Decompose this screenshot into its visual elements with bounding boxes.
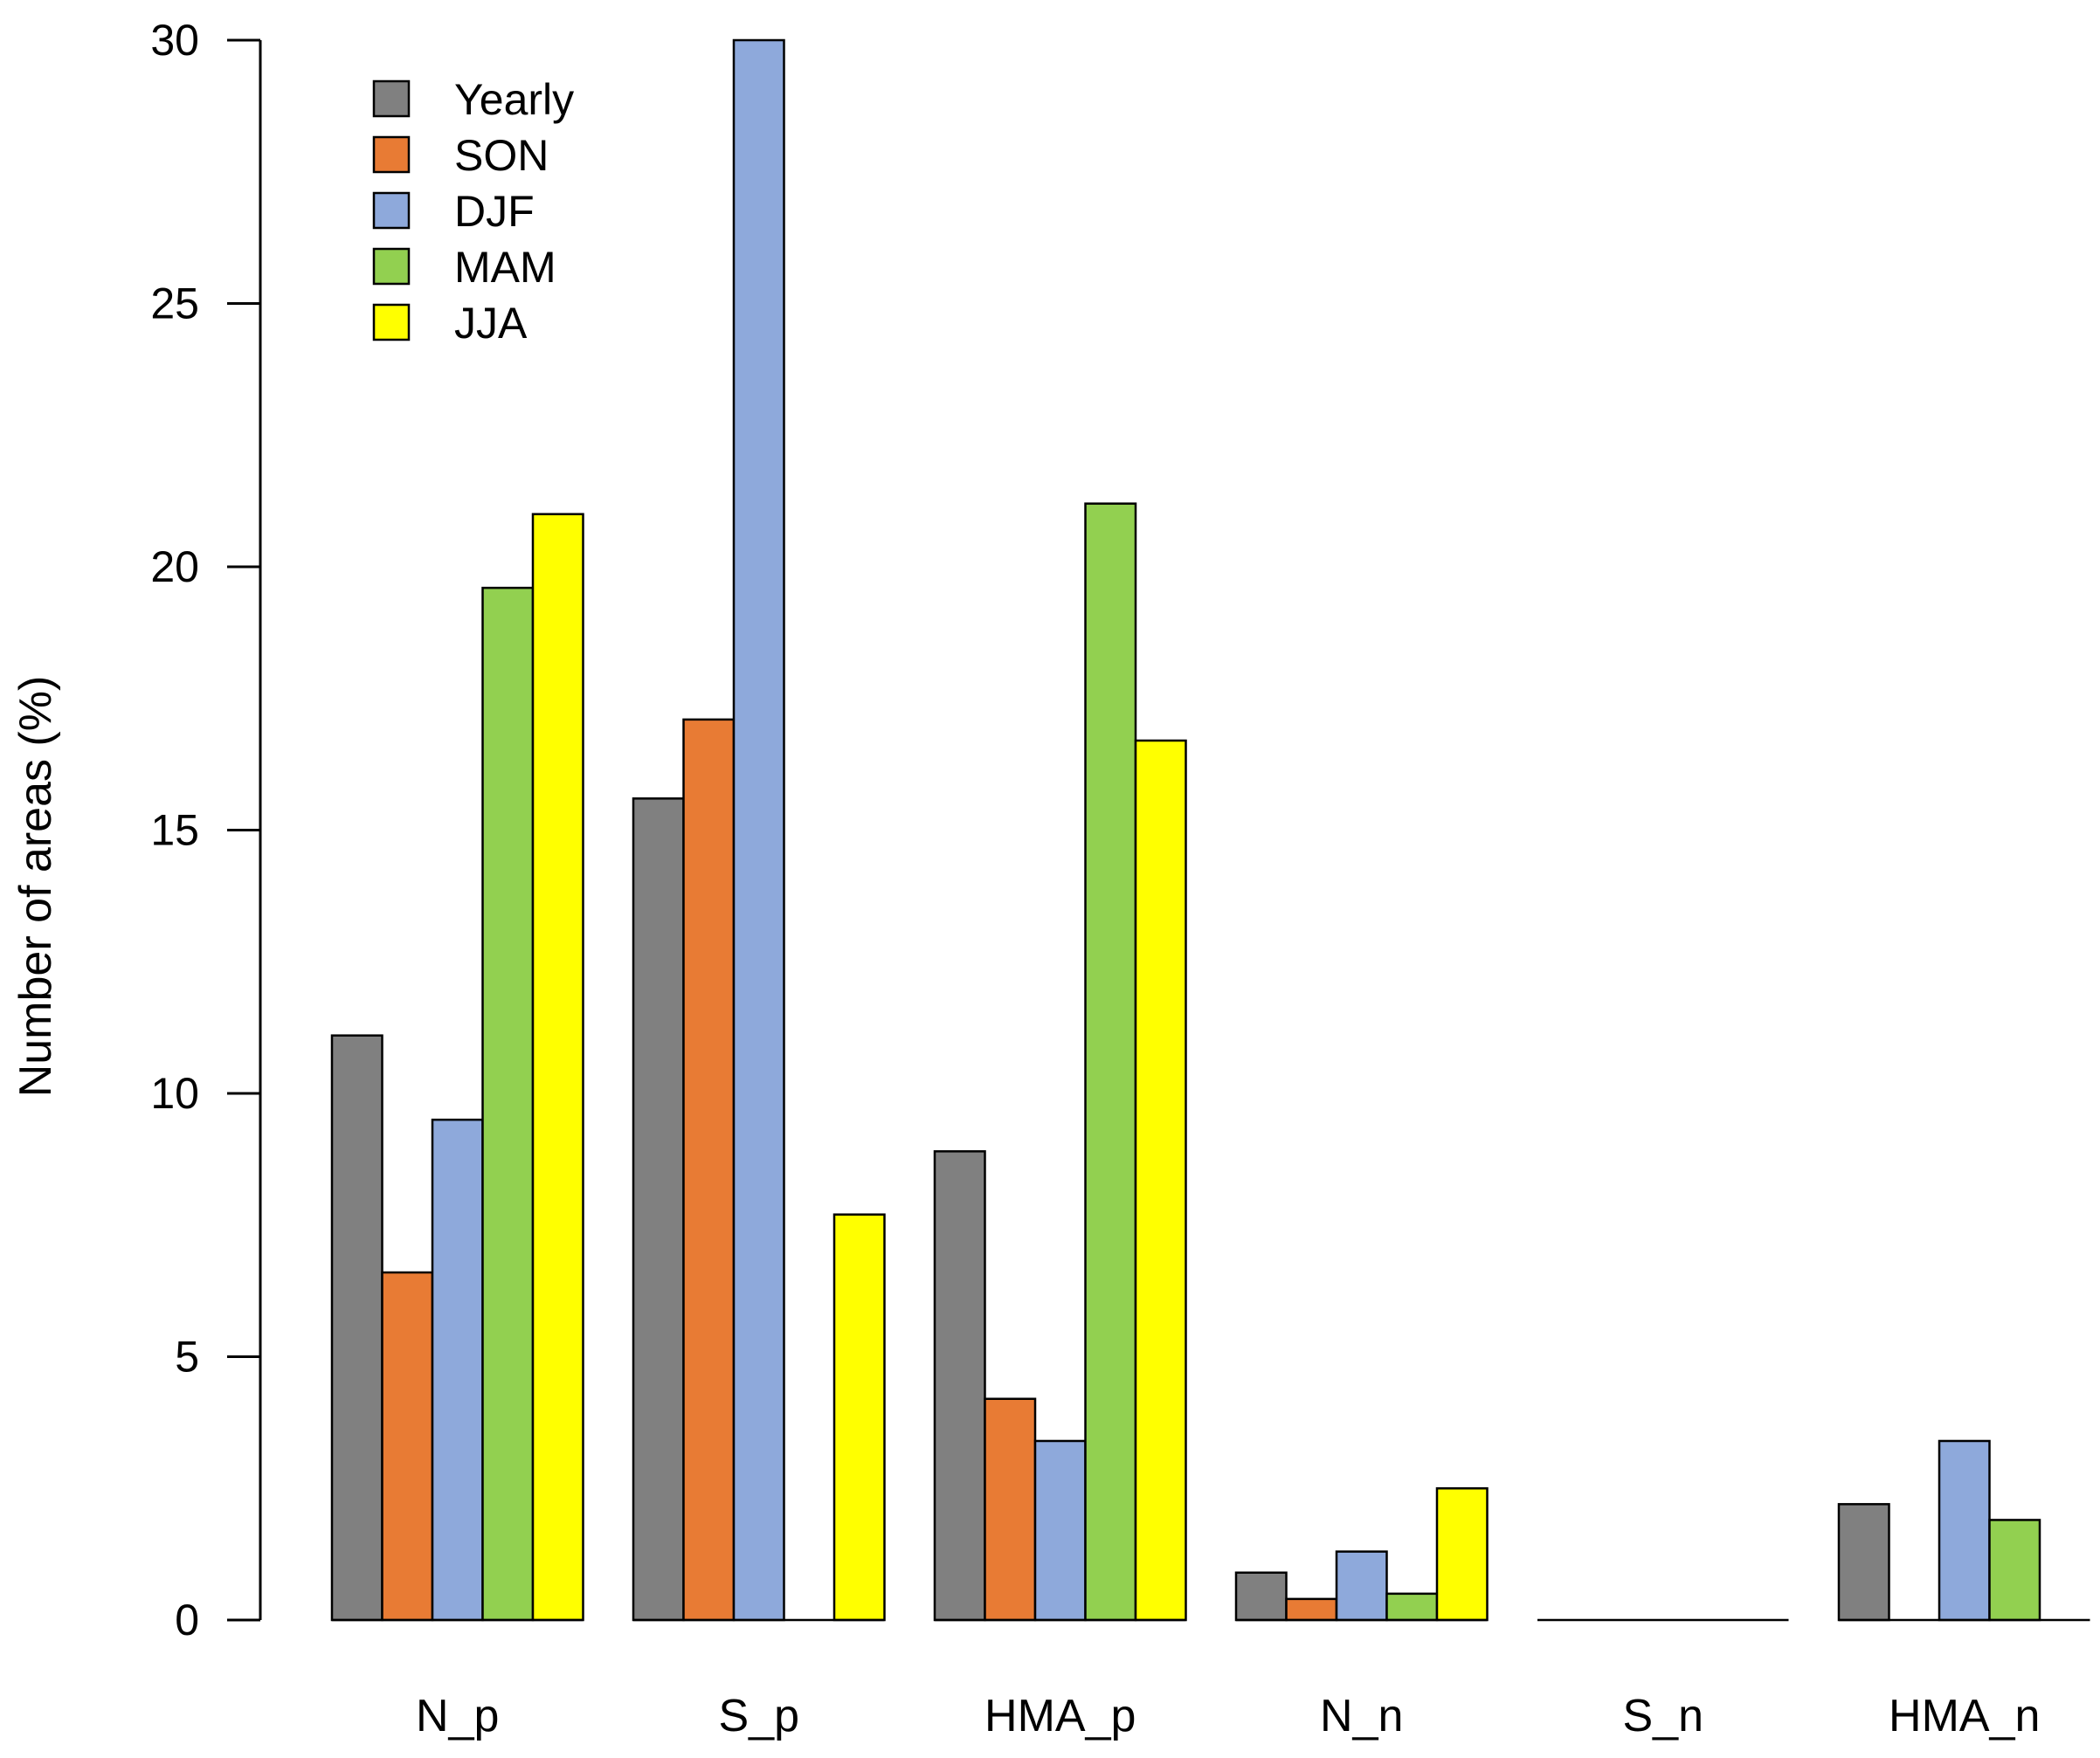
legend-label-SON: SON	[454, 131, 549, 180]
y-tick-label: 25	[150, 279, 199, 328]
legend: Yearly SON DJF MAM JJA	[372, 75, 574, 348]
bar-N_n-DJF	[1335, 1550, 1388, 1622]
bar-HMA_p-DJF	[1033, 1439, 1087, 1622]
x-category-label: HMA_n	[1889, 1691, 2040, 1741]
bar-N_p-Yearly	[330, 1034, 383, 1622]
legend-swatch-DJF	[372, 191, 411, 230]
bar-HMA_n-MAM	[1988, 1519, 2041, 1622]
bar-N_p-JJA	[531, 513, 584, 1622]
bar-N_n-Yearly	[1234, 1571, 1288, 1622]
bar-N_n-SON	[1285, 1597, 1338, 1622]
bar-HMA_n-Yearly	[1837, 1503, 1890, 1622]
legend-label-Yearly: Yearly	[454, 75, 574, 124]
bar-HMA_n-DJF	[1938, 1439, 1991, 1622]
legend-label-MAM: MAM	[454, 243, 556, 292]
legend-swatch-Yearly	[372, 79, 411, 118]
bar-HMA_p-SON	[984, 1397, 1037, 1622]
y-tick-label: 20	[150, 542, 199, 591]
bar-S_p-SON	[682, 718, 736, 1622]
x-axis-labels: N_p S_p HMA_p N_n S_n HMA_n	[416, 1691, 2040, 1741]
bars	[330, 38, 2041, 1622]
y-axis-title: Number of areas (%)	[10, 676, 61, 1098]
y-tick-label: 15	[150, 806, 199, 855]
bar-S_p-Yearly	[632, 797, 685, 1622]
bar-N_n-JJA	[1435, 1487, 1489, 1622]
bar-S_p-JJA	[832, 1213, 886, 1622]
legend-label-JJA: JJA	[454, 299, 528, 348]
bar-N_p-MAM	[481, 586, 535, 1622]
bar-HMA_p-Yearly	[933, 1150, 986, 1622]
legend-label-DJF: DJF	[454, 187, 535, 236]
legend-swatch-MAM	[372, 247, 411, 286]
legend-swatch-JJA	[372, 303, 411, 341]
x-category-label: N_n	[1320, 1691, 1403, 1741]
bar-N_n-MAM	[1385, 1592, 1439, 1622]
x-category-label: N_p	[416, 1691, 499, 1741]
bar-HMA_p-MAM	[1084, 502, 1137, 1622]
x-category-label: HMA_p	[984, 1691, 1136, 1741]
y-tick-label: 10	[150, 1069, 199, 1118]
bar-S_p-DJF	[732, 38, 785, 1622]
y-tick-label: 30	[150, 16, 199, 65]
y-axis: 0 5 10 15 20 25 30	[150, 16, 262, 1644]
legend-swatch-SON	[372, 135, 411, 174]
x-category-label: S_p	[718, 1691, 799, 1741]
y-tick-label: 0	[175, 1596, 199, 1644]
bar-HMA_p-JJA	[1134, 739, 1187, 1622]
bar-N_p-DJF	[431, 1118, 484, 1622]
y-tick-label: 5	[175, 1333, 199, 1382]
x-category-label: S_n	[1622, 1691, 1703, 1741]
bar-N_p-SON	[381, 1271, 434, 1622]
